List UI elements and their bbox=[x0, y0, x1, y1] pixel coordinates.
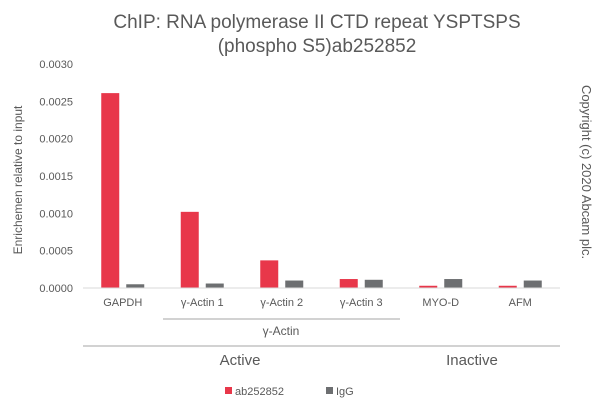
y-tick-label: 0.0000 bbox=[39, 283, 73, 295]
x-category-label: γ-Actin 2 bbox=[260, 297, 303, 309]
bar-ab252852 bbox=[498, 285, 517, 288]
bar-ab252852 bbox=[339, 279, 358, 288]
y-tick-label: 0.0025 bbox=[39, 96, 73, 108]
y-tick-label: 0.0030 bbox=[39, 59, 73, 71]
y-tick-label: 0.0010 bbox=[39, 208, 73, 220]
bar-ab252852 bbox=[260, 260, 279, 288]
y-axis-ticks: 0.0000 0.0005 0.0010 0.0015 0.0020 0.0025 0.00… bbox=[39, 59, 73, 295]
bar-igg bbox=[364, 279, 383, 288]
bar-ab252852 bbox=[419, 285, 438, 288]
legend-swatch-ab252852 bbox=[225, 387, 232, 394]
legend-label-igg: IgG bbox=[336, 386, 354, 398]
x-category-label: γ-Actin 3 bbox=[340, 297, 383, 309]
chart-title-line-2: (phospho S5)ab252852 bbox=[218, 36, 417, 57]
bar-igg bbox=[285, 280, 304, 288]
section-label-inactive: Inactive bbox=[446, 352, 498, 369]
x-category-label: AFM bbox=[509, 297, 532, 309]
copyright-text: Copyright (c) 2020 Abcam plc. bbox=[579, 85, 594, 259]
bars bbox=[101, 93, 542, 289]
legend-swatch-igg bbox=[326, 387, 333, 394]
x-category-label: MYO-D bbox=[422, 297, 459, 309]
subgroup-label: γ-Actin bbox=[263, 324, 300, 338]
legend: ab252852 IgG bbox=[225, 386, 354, 398]
y-tick-label: 0.0005 bbox=[39, 246, 73, 258]
bar-igg bbox=[126, 284, 145, 288]
x-category-label: GAPDH bbox=[103, 297, 142, 309]
section-label-active: Active bbox=[220, 352, 261, 369]
bar-igg bbox=[444, 279, 463, 288]
y-tick-label: 0.0020 bbox=[39, 134, 73, 146]
bar-ab252852 bbox=[101, 93, 120, 289]
chart-title-line-1: ChIP: RNA polymerase II CTD repeat YSPTS… bbox=[113, 12, 520, 33]
x-category-label: γ-Actin 1 bbox=[181, 297, 224, 309]
bar-igg bbox=[523, 280, 542, 288]
bar-ab252852 bbox=[180, 211, 199, 288]
category-labels: GAPDH γ-Actin 1 γ-Actin 2 γ-Actin 3 MYO-D AFM bbox=[103, 297, 532, 309]
y-tick-label: 0.0015 bbox=[39, 171, 73, 183]
bar-igg bbox=[205, 283, 224, 288]
legend-label-ab252852: ab252852 bbox=[235, 386, 284, 398]
y-axis-title: Enrichemen relative to input bbox=[11, 105, 25, 254]
